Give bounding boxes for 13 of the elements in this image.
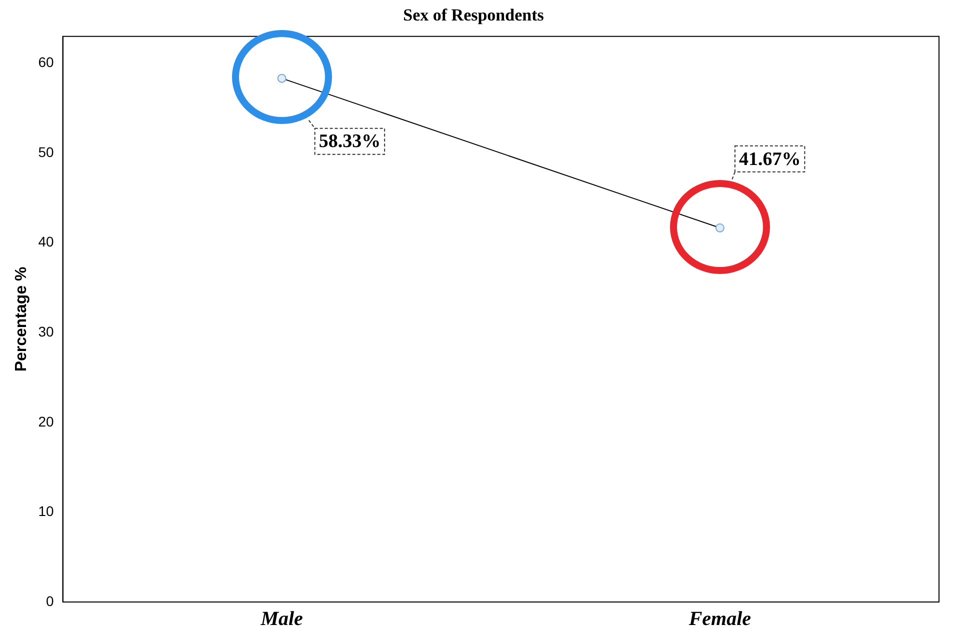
- y-axis-title: Percentage %: [13, 266, 30, 372]
- x-tick-label: Female: [688, 608, 752, 630]
- data-label: 41.67%: [738, 148, 801, 170]
- x-tick-label: Male: [260, 608, 304, 630]
- y-tick-label: 50: [38, 144, 54, 160]
- y-tick-label: 40: [38, 234, 54, 250]
- y-tick-label: 0: [46, 592, 54, 609]
- y-tick-label: 10: [38, 503, 54, 520]
- y-tick-label: 60: [38, 54, 54, 70]
- y-tick-label: 20: [38, 413, 54, 430]
- data-label: 58.33%: [318, 131, 381, 152]
- y-tick-label: 30: [38, 324, 54, 340]
- chart-title: Sex of Respondents: [403, 6, 544, 25]
